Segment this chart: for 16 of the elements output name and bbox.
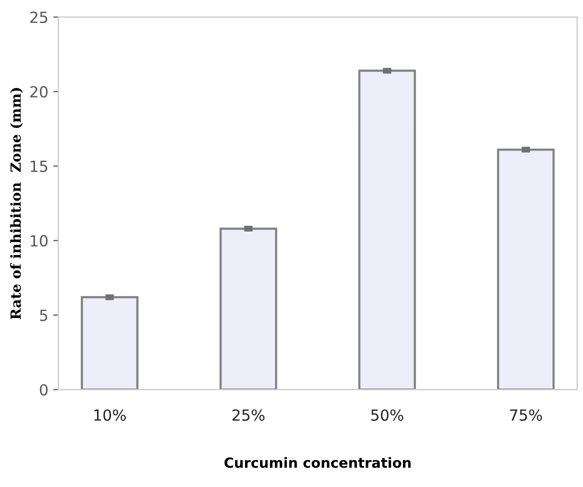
x-tick-label: 75%: [510, 409, 542, 421]
y-tick-label: 5: [40, 310, 48, 322]
x-tick-label: 10%: [94, 409, 126, 421]
x-tick-label: 50%: [371, 409, 404, 421]
bar: [497, 148, 555, 390]
bar: [358, 70, 416, 390]
y-axis-title: Rate of inhibition Zone (mm): [10, 88, 23, 320]
bar: [220, 228, 278, 390]
y-tick-label: 0: [40, 384, 48, 396]
x-tick-label: 25%: [232, 409, 265, 421]
y-tick-label: 15: [30, 160, 48, 172]
x-axis-title: Curcumin concentration: [224, 457, 411, 468]
y-tick-label: 10: [30, 235, 48, 247]
y-tick-label: 25: [30, 12, 48, 24]
y-tick-label: 20: [30, 86, 48, 98]
bar: [80, 296, 138, 390]
